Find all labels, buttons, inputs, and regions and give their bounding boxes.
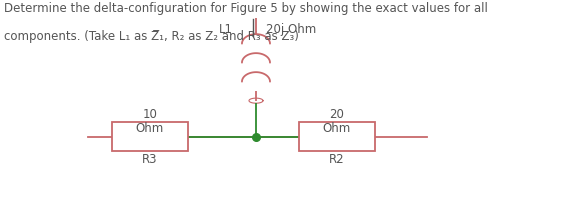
Bar bbox=[112, 122, 188, 151]
Bar bbox=[298, 122, 375, 151]
Text: R2: R2 bbox=[329, 153, 345, 166]
Text: R3: R3 bbox=[142, 153, 158, 166]
Text: Ohm: Ohm bbox=[136, 122, 164, 135]
Text: Determine the delta-configuration for Figure 5 by showing the exact values for a: Determine the delta-configuration for Fi… bbox=[4, 2, 488, 15]
Text: 10: 10 bbox=[143, 108, 157, 121]
Text: Ohm: Ohm bbox=[323, 122, 351, 135]
Text: 20j Ohm: 20j Ohm bbox=[266, 23, 316, 36]
Text: L1: L1 bbox=[219, 23, 233, 36]
Text: components. (Take L₁ as Z̅₁, R₂ as Z₂ and R₃ as Z₃): components. (Take L₁ as Z̅₁, R₂ as Z₂ an… bbox=[4, 30, 299, 43]
Text: 20: 20 bbox=[329, 108, 345, 121]
